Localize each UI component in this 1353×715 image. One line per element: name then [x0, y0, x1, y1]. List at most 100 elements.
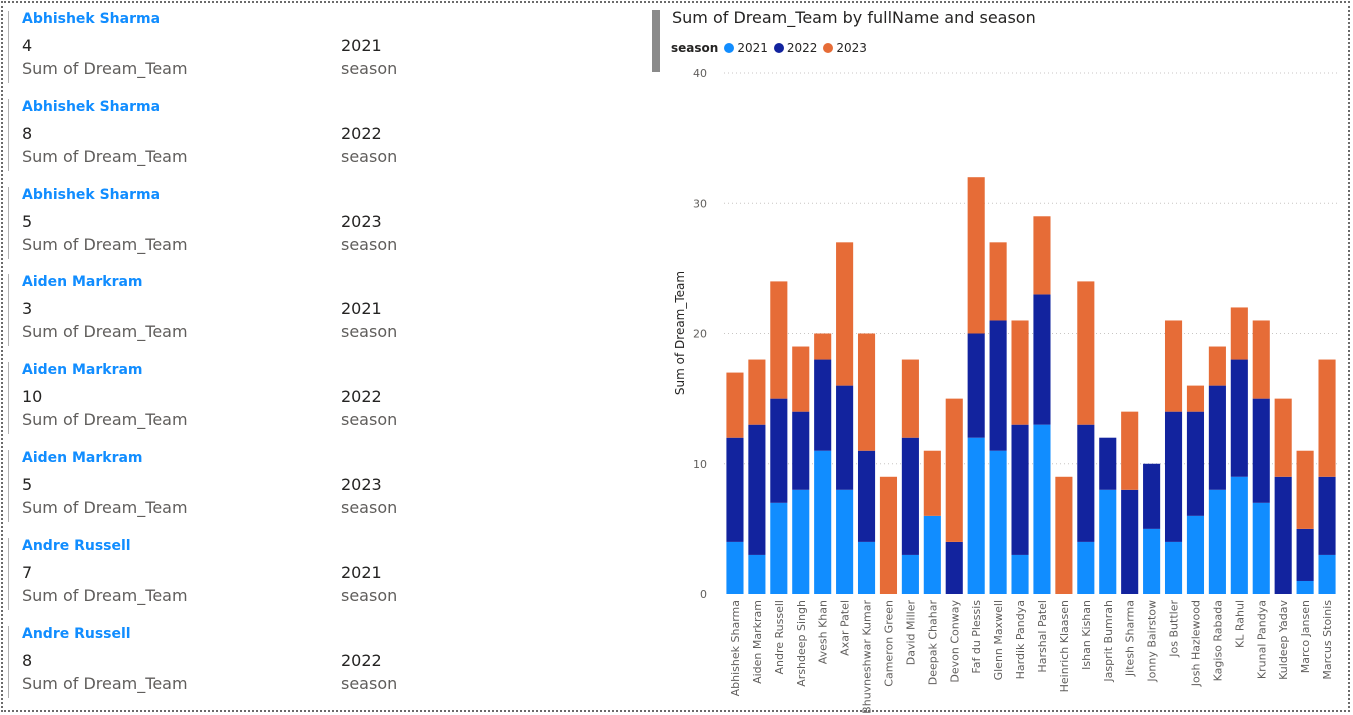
bar-segment-2022[interactable] [1099, 437, 1117, 490]
card-dream-team-value: 8 [22, 651, 33, 670]
bar-segment-2021[interactable] [836, 489, 854, 594]
bar-segment-2022[interactable] [901, 437, 919, 555]
card-item[interactable]: Andre Russell 7 Sum of Dream_Team 2021 s… [8, 538, 609, 610]
legend-item-2023[interactable]: 2023 [823, 41, 867, 55]
bar-segment-2021[interactable] [857, 541, 876, 594]
bar-segment-2021[interactable] [989, 450, 1007, 594]
bar-segment-2023[interactable] [1077, 281, 1095, 425]
bar-segment-2023[interactable] [879, 476, 898, 594]
x-tick-label: Heinrich Klaasen [1058, 600, 1071, 692]
x-tick-label: Ishan Kishan [1080, 600, 1093, 670]
bar-segment-2022[interactable] [814, 359, 832, 451]
bar-segment-2021[interactable] [814, 450, 832, 594]
bar-segment-2023[interactable] [1033, 216, 1051, 295]
card-item[interactable]: Andre Russell 8 Sum of Dream_Team 2022 s… [8, 626, 609, 698]
bar-segment-2021[interactable] [1011, 554, 1029, 594]
bar-segment-2022[interactable] [1143, 463, 1161, 529]
bar-segment-2021[interactable] [770, 502, 788, 594]
bar-segment-2023[interactable] [967, 177, 985, 334]
bar-segment-2023[interactable] [770, 281, 788, 399]
bar-segment-2022[interactable] [792, 411, 810, 490]
bar-segment-2021[interactable] [901, 554, 919, 594]
bar-segment-2023[interactable] [792, 346, 810, 412]
bar-segment-2023[interactable] [857, 333, 876, 451]
x-tick-label: Jos Buttler [1168, 600, 1181, 658]
bar-segment-2021[interactable] [726, 541, 744, 594]
bar-segment-2022[interactable] [836, 385, 854, 490]
card-item[interactable]: Abhishek Sharma 8 Sum of Dream_Team 2022… [8, 99, 609, 171]
bar-segment-2021[interactable] [1252, 502, 1270, 594]
bar-segment-2022[interactable] [945, 541, 963, 594]
bar-segment-2023[interactable] [1208, 346, 1226, 386]
bar-segment-2022[interactable] [748, 424, 766, 555]
bar-segment-2023[interactable] [989, 242, 1007, 321]
legend-marker-2021 [724, 43, 735, 53]
bar-segment-2021[interactable] [1143, 528, 1161, 594]
bar-segment-2021[interactable] [1099, 489, 1117, 594]
card-item[interactable]: Abhishek Sharma 4 Sum of Dream_Team 2021… [8, 11, 609, 83]
card-dream-team-label: Sum of Dream_Team [22, 235, 188, 254]
bar-segment-2022[interactable] [1274, 476, 1292, 594]
bar-segment-2023[interactable] [1121, 411, 1139, 490]
bar-segment-2021[interactable] [1077, 541, 1095, 594]
bar-segment-2021[interactable] [1230, 476, 1248, 594]
bar-segment-2023[interactable] [1186, 385, 1205, 412]
bar-segment-2023[interactable] [748, 359, 766, 425]
bar-segment-2023[interactable] [1055, 476, 1073, 594]
bar-segment-2023[interactable] [945, 398, 963, 542]
bar-segment-2023[interactable] [1164, 320, 1183, 412]
bar-segment-2022[interactable] [1164, 411, 1183, 542]
card-season-value: 2021 [341, 36, 382, 55]
bar-segment-2022[interactable] [770, 398, 788, 503]
bar-segment-2022[interactable] [989, 320, 1007, 451]
bar-segment-2022[interactable] [967, 333, 985, 438]
bar-segment-2023[interactable] [1296, 450, 1314, 529]
card-season-value: 2023 [341, 212, 382, 231]
y-tick-label: 0 [700, 588, 707, 601]
y-tick-label: 20 [693, 328, 707, 341]
card-item[interactable]: Aiden Markram 10 Sum of Dream_Team 2022 … [8, 362, 609, 434]
legend-item-2022[interactable]: 2022 [773, 41, 817, 55]
bar-segment-2023[interactable] [1252, 320, 1270, 399]
card-dream-team-value: 4 [22, 36, 33, 55]
bar-segment-2022[interactable] [1121, 489, 1139, 594]
bar-segment-2022[interactable] [1230, 359, 1248, 477]
bar-segment-2023[interactable] [814, 333, 832, 360]
bar-segment-2022[interactable] [726, 437, 744, 542]
bar-segment-2022[interactable] [1208, 385, 1226, 490]
bar-segment-2023[interactable] [901, 359, 919, 438]
bar-segment-2023[interactable] [726, 372, 744, 438]
bar-segment-2023[interactable] [1011, 320, 1029, 425]
bar-segment-2022[interactable] [1296, 528, 1314, 581]
bar-segment-2021[interactable] [923, 515, 941, 594]
bar-segment-2022[interactable] [1186, 411, 1205, 516]
x-tick-label: Cameron Green [882, 600, 895, 687]
bar-segment-2021[interactable] [748, 554, 766, 594]
bar-segment-2022[interactable] [1318, 476, 1336, 555]
bar-segment-2022[interactable] [1077, 424, 1095, 542]
card-season-value: 2022 [341, 387, 382, 406]
bar-segment-2021[interactable] [1164, 541, 1183, 594]
bar-segment-2022[interactable] [1011, 424, 1029, 555]
card-item[interactable]: Aiden Markram 5 Sum of Dream_Team 2023 s… [8, 450, 609, 522]
bar-segment-2021[interactable] [1318, 554, 1336, 594]
bar-segment-2022[interactable] [1033, 294, 1051, 425]
card-dream-team-label: Sum of Dream_Team [22, 410, 188, 429]
bar-segment-2021[interactable] [792, 489, 810, 594]
bar-segment-2023[interactable] [923, 450, 941, 516]
card-item[interactable]: Abhishek Sharma 5 Sum of Dream_Team 2023… [8, 187, 609, 259]
bar-segment-2023[interactable] [1230, 307, 1248, 360]
card-item[interactable]: Aiden Markram 3 Sum of Dream_Team 2021 s… [8, 274, 609, 346]
bar-segment-2021[interactable] [1186, 515, 1205, 594]
bar-segment-2022[interactable] [1252, 398, 1270, 503]
card-list-scrollbar[interactable] [652, 10, 660, 72]
bar-segment-2023[interactable] [1274, 398, 1292, 477]
bar-segment-2023[interactable] [836, 242, 854, 386]
bar-segment-2021[interactable] [1033, 424, 1051, 594]
bar-segment-2022[interactable] [857, 450, 876, 542]
bar-segment-2021[interactable] [967, 437, 985, 594]
legend-item-2021[interactable]: 2021 [724, 41, 768, 55]
bar-segment-2023[interactable] [1318, 359, 1336, 477]
bar-segment-2021[interactable] [1296, 580, 1314, 594]
bar-segment-2021[interactable] [1208, 489, 1226, 594]
